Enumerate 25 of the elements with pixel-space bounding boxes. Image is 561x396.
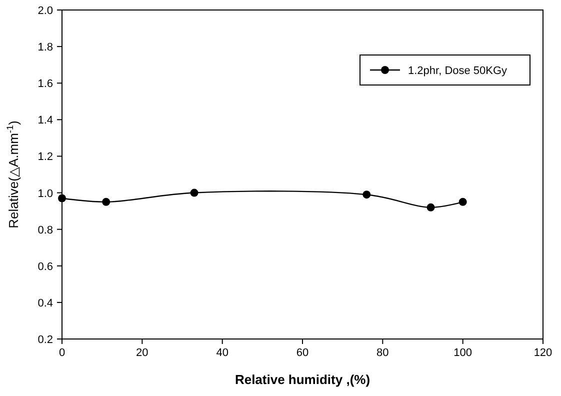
y-tick-label: 1.4 [38, 114, 53, 127]
y-tick-label: 2.0 [38, 5, 53, 17]
y-tick-label: 1.2 [38, 151, 53, 164]
y-tick-label: 1.8 [38, 42, 53, 54]
x-tick-label: 80 [376, 347, 389, 359]
x-tick-label: 120 [534, 347, 552, 359]
x-axis-title: Relative humidity ,(%) [234, 372, 370, 387]
y-tick-label: 0.8 [38, 224, 53, 236]
x-tick-label: 20 [136, 347, 148, 359]
y-tick-label: 0.4 [38, 297, 53, 310]
point [102, 198, 110, 206]
point [58, 194, 66, 202]
x-tick-label: 100 [454, 347, 472, 359]
legend-label: 1.2phr, Dose 50KGy [408, 65, 508, 77]
point [362, 190, 371, 199]
point [190, 188, 198, 197]
point [426, 203, 435, 212]
y-tick-label: 0.6 [38, 260, 53, 273]
y-tick-label: 1.0 [38, 188, 53, 200]
x-tick-label: 40 [216, 347, 228, 359]
x-tick-label: 60 [296, 347, 309, 359]
y-tick-label: 0.2 [38, 334, 53, 346]
x-tick-label: 0 [58, 347, 66, 359]
y-tick-label: 1.6 [38, 78, 53, 90]
point [458, 198, 467, 206]
